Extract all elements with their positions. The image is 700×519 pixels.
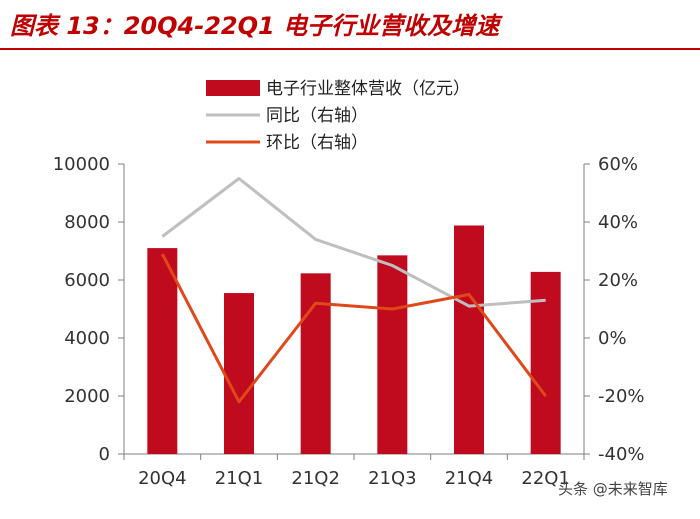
revenue-bar xyxy=(300,273,331,454)
right-axis-tick-label: -20% xyxy=(598,386,645,407)
axes: 0 2000 4000 6000 8000 10000 -40% -20% 0% 20% 40% 60… xyxy=(53,154,645,465)
watermark: 头条 @未来智库 xyxy=(558,480,668,498)
title-bar: 图表 13：20Q4-22Q1 电子行业营收及增速 xyxy=(0,0,700,50)
right-axis-tick-label: 0% xyxy=(598,328,627,349)
revenue-bar xyxy=(530,271,561,454)
x-axis-tick-label: 21Q1 xyxy=(215,468,264,489)
left-axis-tick-label: 10000 xyxy=(53,154,110,175)
x-axis-tick-label: 21Q4 xyxy=(445,468,494,489)
right-axis-tick-label: 60% xyxy=(598,154,638,175)
legend-label-yoy: 同比（右轴） xyxy=(266,106,368,126)
left-axis-tick-label: 6000 xyxy=(64,270,110,291)
legend-label-revenue: 电子行业整体营收（亿元） xyxy=(266,79,470,99)
right-axis-tick-label: 20% xyxy=(598,270,638,291)
x-axis-tick-label: 21Q2 xyxy=(291,468,340,489)
title-underline xyxy=(0,48,700,50)
chart-title: 图表 13：20Q4-22Q1 电子行业营收及增速 xyxy=(10,12,500,40)
left-axis-tick-label: 0 xyxy=(99,444,110,465)
bar-series xyxy=(147,225,561,454)
right-axis-tick-label: 40% xyxy=(598,212,638,233)
right-axis-tick-label: -40% xyxy=(598,444,645,465)
line-series xyxy=(161,177,547,404)
yoy-line xyxy=(161,177,546,308)
revenue-bar xyxy=(377,255,408,454)
revenue-bar xyxy=(224,293,254,454)
legend-label-qoq: 环比（右轴） xyxy=(266,133,368,153)
revenue-bar xyxy=(454,225,484,454)
legend-swatch-revenue xyxy=(206,80,260,96)
qoq-line xyxy=(161,253,547,404)
x-axis-tick-label: 21Q3 xyxy=(368,468,417,489)
left-axis-tick-label: 2000 xyxy=(64,386,110,407)
revenue-bar xyxy=(147,248,178,454)
left-axis-tick-label: 8000 xyxy=(64,212,110,233)
x-axis-tick-label: 20Q4 xyxy=(138,468,187,489)
left-axis-tick-label: 4000 xyxy=(64,328,110,349)
x-axis-ticks: 20Q4 21Q1 21Q2 21Q3 21Q4 22Q1 xyxy=(123,454,585,489)
legend: 电子行业整体营收（亿元） 同比（右轴） 环比（右轴） xyxy=(206,79,470,153)
x-axis-tick-label: 22Q1 xyxy=(521,468,570,489)
